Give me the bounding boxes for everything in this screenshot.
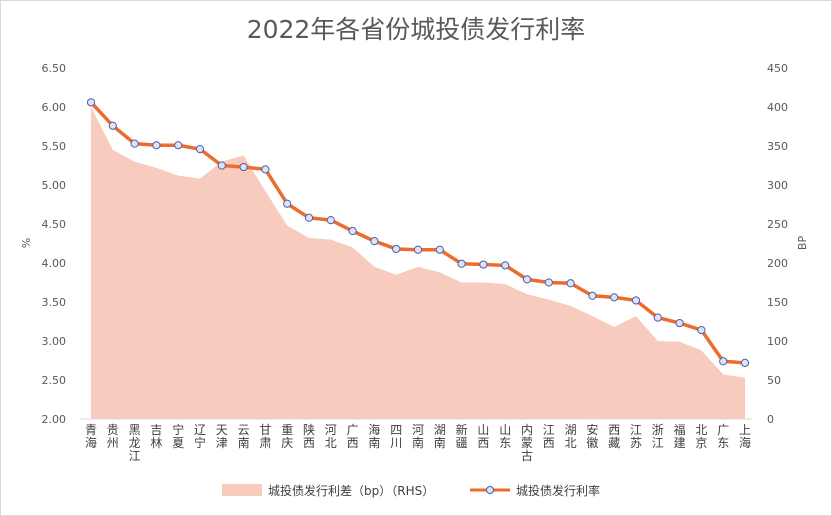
rate-point — [130, 139, 139, 148]
left-tick-label: 2.00 — [42, 413, 67, 426]
category-label: 辽宁 — [194, 423, 206, 450]
category-label: 重庆 — [281, 423, 293, 450]
spread-area — [91, 107, 745, 419]
rate-point — [392, 244, 401, 254]
rate-point — [501, 261, 510, 270]
category-label: 北京 — [695, 423, 707, 450]
left-tick-label: 6.50 — [42, 62, 67, 75]
rate-point — [174, 141, 183, 150]
rate-point — [697, 325, 706, 335]
category-label: 福建 — [674, 422, 686, 450]
left-tick-label: 4.00 — [42, 257, 67, 270]
category-label: 天津 — [216, 423, 228, 450]
rate-point — [152, 141, 161, 150]
category-label: 上海 — [739, 423, 751, 450]
legend: 城投债发行利差（bp）（RHS） 城投债发行利率 — [222, 483, 600, 498]
category-label: 江西 — [543, 423, 555, 450]
chart-title: 2022年各省份城投债发行利率 — [247, 15, 586, 44]
rate-point — [261, 165, 270, 174]
left-tick-label: 2.50 — [42, 374, 67, 387]
rate-point — [457, 259, 466, 268]
right-tick-label: 50 — [767, 374, 781, 387]
left-tick-label: 3.50 — [42, 296, 67, 309]
legend-swatch-rate-marker — [486, 486, 494, 494]
left-tick-label: 6.00 — [42, 101, 67, 114]
legend-label-spread: 城投债发行利差（bp）（RHS） — [268, 483, 434, 498]
category-label: 四川 — [390, 423, 402, 450]
rate-point — [108, 121, 117, 130]
right-tick-label: 250 — [767, 218, 788, 231]
right-axis-label: BP — [796, 236, 809, 251]
rate-point — [86, 98, 96, 107]
right-tick-label: 300 — [767, 179, 788, 192]
right-tick-label: 0 — [767, 413, 774, 426]
category-label: 山东 — [499, 423, 511, 450]
category-label: 内蒙古 — [521, 423, 533, 463]
rate-point — [413, 245, 423, 254]
right-axis-ticks: 450 400 350 300 250 200 150 100 50 0 — [767, 62, 788, 426]
right-tick-label: 400 — [767, 101, 788, 114]
category-label: 江苏 — [630, 423, 642, 450]
rate-point — [217, 161, 226, 170]
rate-point — [304, 213, 314, 222]
rate-point — [588, 291, 597, 300]
rate-point — [348, 226, 357, 236]
right-tick-label: 150 — [767, 296, 788, 309]
left-axis-ticks: 6.50 6.00 5.50 5.00 4.50 4.00 3.50 3.00 2.50 2.00 — [42, 62, 67, 426]
category-label: 湖南 — [434, 422, 446, 450]
category-label: 河北 — [325, 423, 337, 450]
legend-swatch-spread — [222, 484, 262, 496]
category-label: 青海 — [85, 423, 97, 450]
right-tick-label: 450 — [767, 62, 788, 75]
rate-point — [479, 260, 488, 269]
category-label: 西藏 — [608, 423, 620, 450]
rate-point — [675, 318, 684, 328]
rate-point — [566, 279, 575, 288]
category-label: 云南 — [238, 423, 250, 450]
right-tick-label: 100 — [767, 335, 788, 348]
rate-point — [195, 145, 205, 154]
left-tick-label: 4.50 — [42, 218, 67, 231]
rate-point — [719, 357, 728, 366]
category-label: 海南 — [368, 422, 380, 450]
left-tick-label: 5.50 — [42, 140, 67, 153]
right-tick-label: 200 — [767, 257, 788, 270]
category-labels: 青海贵州黑龙江吉林宁夏辽宁天津云南甘肃重庆陕西河北广西海南四川河南湖南新疆山西山… — [85, 422, 751, 463]
left-tick-label: 3.00 — [42, 335, 67, 348]
category-label: 广东 — [717, 423, 729, 450]
category-label: 宁夏 — [172, 422, 184, 450]
rate-point — [435, 245, 444, 254]
category-label: 安徽 — [586, 422, 598, 450]
rate-point — [544, 278, 553, 287]
category-label: 湖北 — [565, 422, 577, 450]
category-label: 贵州 — [107, 423, 119, 450]
category-label: 黑龙江 — [129, 423, 141, 463]
left-tick-label: 5.00 — [42, 179, 67, 192]
category-label: 广西 — [347, 423, 359, 450]
spread-area-layer — [91, 107, 745, 419]
rate-point — [653, 313, 662, 322]
rate-line-layer — [86, 98, 750, 367]
rate-point — [326, 216, 335, 225]
category-label: 浙江 — [652, 423, 664, 450]
left-axis-label: % — [20, 238, 33, 248]
right-tick-label: 350 — [767, 140, 788, 153]
rate-point — [370, 237, 379, 246]
category-label: 陕西 — [303, 422, 315, 450]
category-label: 河南 — [412, 423, 424, 450]
rate-point — [631, 296, 641, 305]
rate-point — [522, 275, 532, 284]
rate-point — [239, 162, 248, 172]
rate-point — [610, 293, 619, 302]
legend-label-rate: 城投债发行利率 — [516, 483, 600, 498]
category-label: 新疆 — [456, 422, 468, 450]
category-label: 吉林 — [150, 423, 162, 450]
category-label: 甘肃 — [259, 423, 271, 450]
rate-point — [283, 199, 292, 208]
rate-point — [740, 358, 750, 367]
category-label: 山西 — [477, 423, 489, 450]
